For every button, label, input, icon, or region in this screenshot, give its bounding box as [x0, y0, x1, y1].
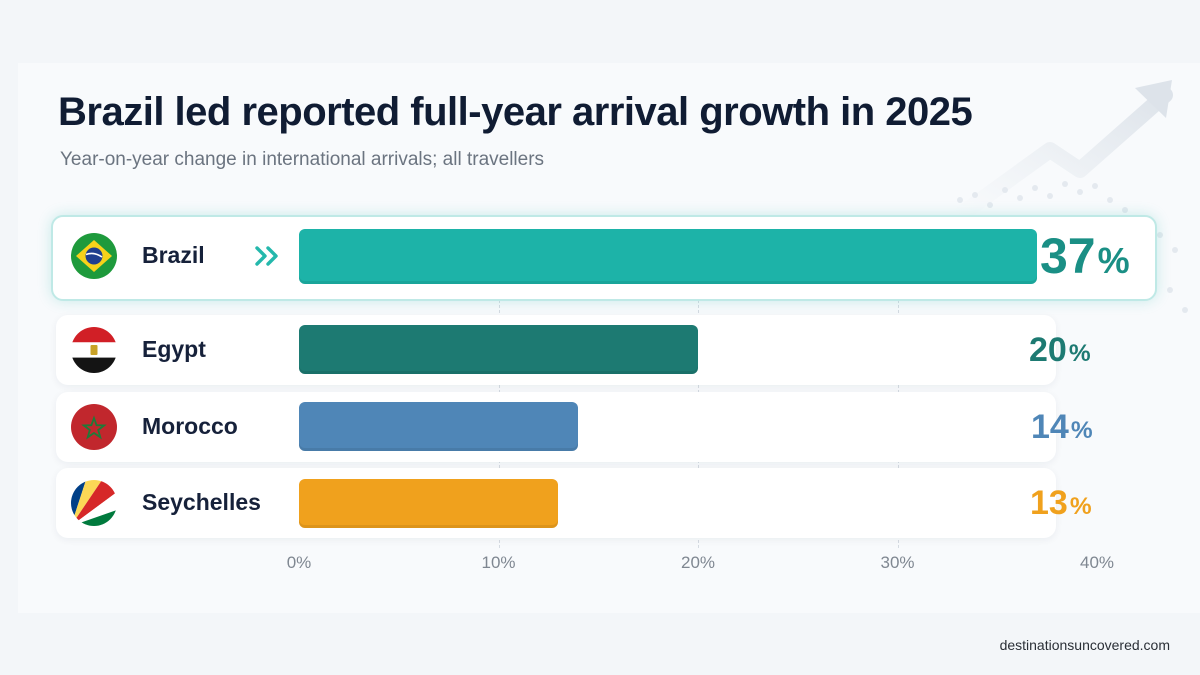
- bar-brazil: [299, 229, 1038, 284]
- value-unit: %: [1070, 416, 1093, 444]
- category-label: Morocco: [142, 413, 238, 439]
- bar-morocco: [299, 402, 579, 451]
- category-label: Seychelles: [142, 489, 261, 515]
- value-unit: %: [1097, 240, 1130, 281]
- value-number: 37: [1040, 228, 1096, 284]
- chart-title: Brazil led reported full-year arrival gr…: [58, 90, 973, 134]
- flag-egypt-icon: [71, 327, 117, 373]
- chart-subtitle: Year-on-year change in international arr…: [60, 149, 545, 170]
- category-label: Brazil: [142, 242, 205, 268]
- value-label-seychelles: 13%: [1030, 484, 1092, 523]
- category-label: Egypt: [142, 336, 206, 362]
- bar-seychelles: [299, 479, 559, 528]
- flag-seychelles-icon: [71, 480, 117, 526]
- x-tick-label: 20%: [680, 553, 716, 572]
- flag-brazil-icon: [71, 233, 117, 279]
- highlight-chevron-icon: [254, 245, 282, 272]
- value-unit: %: [1068, 339, 1091, 367]
- flag-morocco-icon: [71, 404, 117, 450]
- x-tick-label: 10%: [481, 553, 516, 572]
- value-label-morocco: 14%: [1031, 408, 1093, 447]
- x-tick-label: 40%: [1079, 553, 1115, 572]
- value-number: 20: [1029, 330, 1067, 369]
- source-credit: destinationsuncovered.com: [999, 637, 1170, 653]
- bar-egypt: [299, 325, 698, 374]
- value-unit: %: [1069, 492, 1092, 520]
- x-tick-label: 30%: [880, 553, 915, 572]
- value-label-egypt: 20%: [1029, 331, 1091, 370]
- value-number: 13: [1030, 483, 1068, 522]
- value-number: 14: [1031, 407, 1069, 446]
- x-tick-label: 0%: [286, 553, 312, 572]
- value-label-brazil: 37%: [1040, 227, 1130, 285]
